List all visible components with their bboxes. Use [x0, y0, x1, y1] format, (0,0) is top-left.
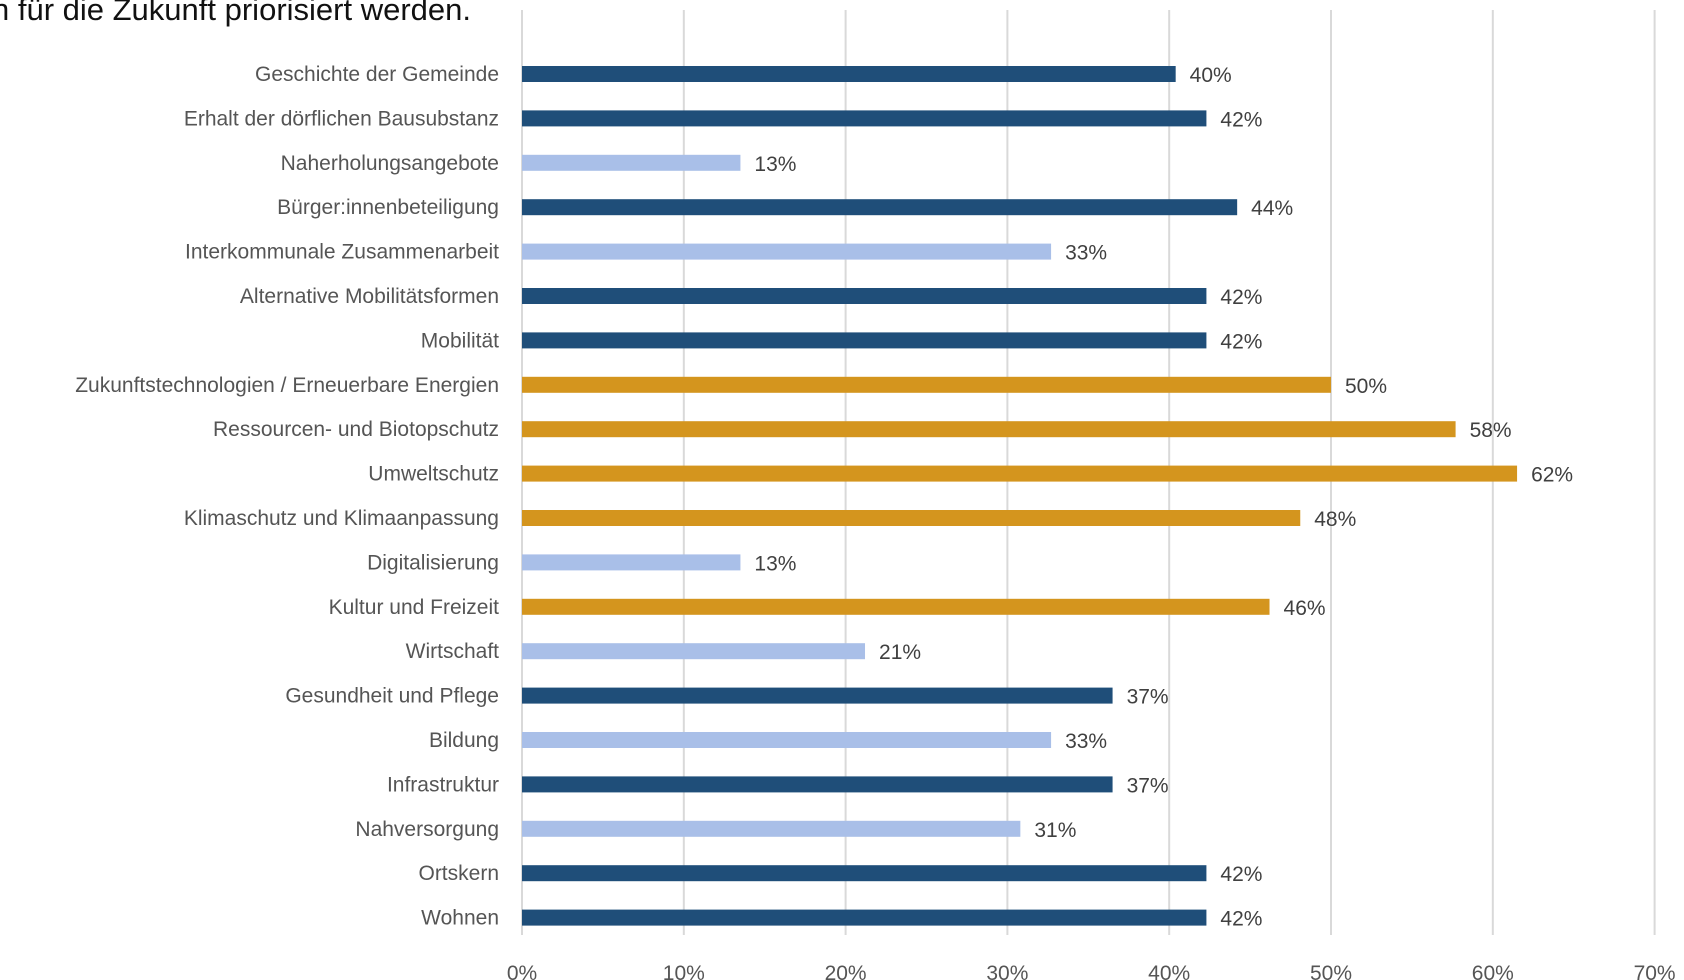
category-label: Wirtschaft [406, 640, 500, 663]
bar [522, 66, 1176, 82]
data-label: 44% [1251, 197, 1293, 220]
data-label: 42% [1220, 286, 1262, 309]
category-label: Alternative Mobilitätsformen [240, 285, 499, 308]
data-label: 42% [1220, 108, 1262, 131]
category-label: Digitalisierung [367, 551, 499, 574]
x-tick-label: 70% [1634, 962, 1676, 980]
bar [522, 909, 1207, 926]
bar [522, 554, 741, 571]
x-axis-ticks: 0% 10% 20% 30% 40% 50% 60% 70% [507, 962, 1676, 980]
data-label: 58% [1470, 419, 1512, 442]
category-label: Interkommunale Zusammenarbeit [185, 241, 499, 264]
bar [522, 110, 1207, 127]
category-label: Wohnen [421, 907, 499, 930]
bar [522, 154, 741, 171]
x-tick-label: 60% [1472, 962, 1514, 980]
x-tick-label: 0% [507, 962, 537, 980]
data-label: 33% [1065, 730, 1107, 753]
category-label: Erhalt der dörflichen Bausubstanz [184, 107, 499, 130]
bar [522, 643, 866, 660]
bar [522, 598, 1270, 615]
data-label: 31% [1034, 819, 1076, 842]
bar [522, 865, 1207, 882]
x-tick-label: 30% [986, 962, 1028, 980]
bar [522, 820, 1021, 837]
x-tick-label: 20% [825, 962, 867, 980]
data-label: 37% [1127, 686, 1169, 709]
bar [522, 332, 1207, 349]
bar [522, 732, 1052, 748]
data-label: 13% [754, 552, 796, 575]
category-label: Gesundheit und Pflege [285, 685, 499, 708]
category-label: Ressourcen- und Biotopschutz [213, 418, 499, 441]
bar [522, 288, 1207, 304]
data-label: 13% [754, 153, 796, 176]
data-label: 48% [1314, 508, 1356, 531]
category-label: Umweltschutz [368, 463, 499, 486]
category-label: Kultur und Freizeit [329, 596, 500, 619]
bar [522, 510, 1301, 526]
bar [522, 243, 1052, 260]
bars [522, 66, 1518, 926]
bar [522, 687, 1113, 704]
bar [522, 376, 1331, 393]
category-label: Nahversorgung [355, 818, 499, 841]
category-label: Naherholungsangebote [281, 152, 499, 175]
data-label: 42% [1220, 863, 1262, 886]
data-label: 42% [1220, 908, 1262, 931]
data-label: 40% [1190, 64, 1232, 87]
category-label: Bildung [429, 729, 499, 752]
data-label: 33% [1065, 242, 1107, 265]
data-label: 42% [1220, 330, 1262, 353]
bar [522, 199, 1238, 216]
category-label: Mobilität [421, 329, 499, 352]
data-label: 62% [1531, 464, 1573, 487]
data-label: 21% [879, 641, 921, 664]
category-labels: Geschichte der Gemeinde Erhalt der dörfli… [75, 63, 499, 930]
x-tick-label: 10% [663, 962, 705, 980]
x-tick-label: 40% [1148, 962, 1190, 980]
category-label: Geschichte der Gemeinde [255, 63, 499, 86]
bar [522, 421, 1456, 438]
category-label: Infrastruktur [387, 773, 499, 796]
category-label: Klimaschutz und Klimaanpassung [184, 507, 499, 530]
category-label: Zukunftstechnologien / Erneuerbare Energ… [75, 374, 499, 397]
data-label: 50% [1345, 375, 1387, 398]
category-label: Ortskern [418, 862, 499, 885]
bar [522, 465, 1518, 482]
value-labels: 40% 42% 13% 44% 33% 42% 42% 50% 58% 62% 48% 13% 46% 2… [754, 64, 1573, 931]
x-tick-label: 50% [1310, 962, 1352, 980]
data-label: 46% [1284, 597, 1326, 620]
data-label: 37% [1127, 774, 1169, 797]
chart-title: n für die Zukunft priorisiert werden. [0, 0, 471, 27]
bar [522, 776, 1113, 793]
category-label: Bürger:innenbeteiligung [277, 196, 499, 219]
